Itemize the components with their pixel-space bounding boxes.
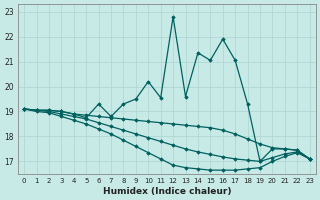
- X-axis label: Humidex (Indice chaleur): Humidex (Indice chaleur): [103, 187, 231, 196]
